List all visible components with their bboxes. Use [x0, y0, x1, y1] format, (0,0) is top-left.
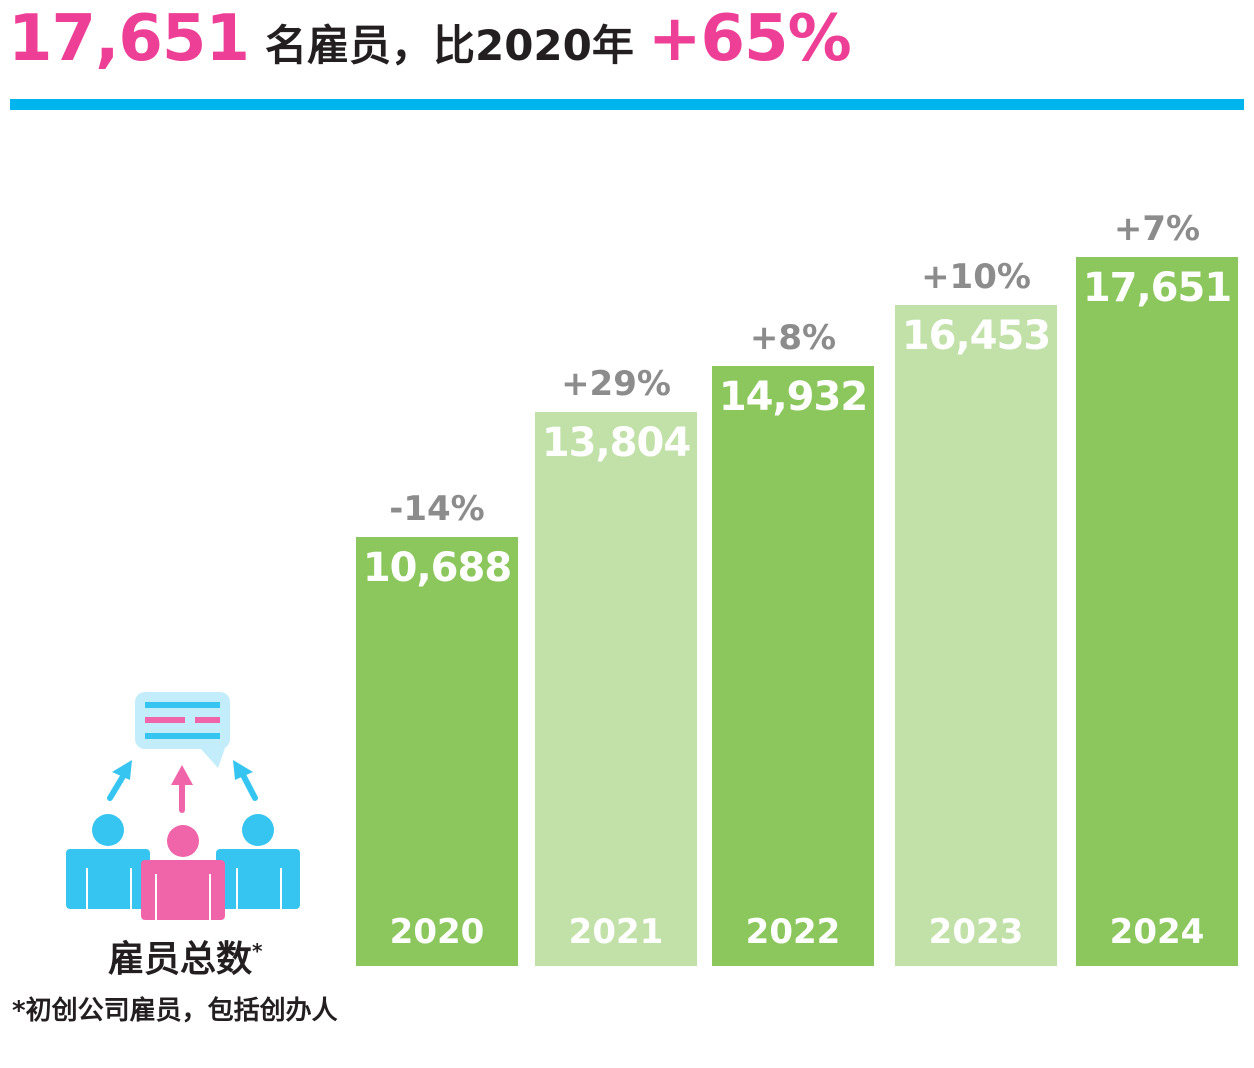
bar-value-label: 10,688	[362, 544, 512, 591]
bar-2021: 13,804 2021	[535, 411, 697, 966]
bar-value-label: 14,932	[718, 374, 868, 421]
bar-2022: 14,932 2022	[712, 366, 874, 966]
bar-change-label: +7%	[1113, 209, 1201, 249]
footnote: *初创公司雇员，包括创办人	[12, 996, 338, 1026]
bar-change-label: +8%	[749, 318, 837, 359]
divider	[10, 99, 1244, 110]
bar-year-label: 2020	[389, 911, 485, 952]
bar-value-label: 13,804	[541, 419, 691, 466]
chart-label-text: 雇员总数	[108, 939, 253, 980]
bar-2023: 16,453 2023	[895, 305, 1057, 966]
bar-change-label: +29%	[561, 363, 671, 404]
bar-value-label: 17,651	[1082, 265, 1232, 311]
bar-2024: 17,651 2024	[1076, 257, 1238, 966]
headline: 17,651 名雇员，比2020年 +65%	[8, 2, 852, 82]
bar-year-label: 2024	[1109, 912, 1205, 952]
bar-year-label: 2021	[568, 911, 664, 952]
bar-value-label: 16,453	[901, 313, 1051, 360]
bar-year-label: 2023	[928, 911, 1024, 952]
bar-change-label: -14%	[389, 488, 485, 529]
asterisk: *	[252, 939, 263, 963]
bar-year-label: 2022	[745, 911, 841, 952]
bar-2020: 10,688 2020	[356, 536, 518, 966]
headline-growth: +65%	[647, 2, 852, 76]
headline-total: 17,651	[8, 2, 250, 76]
employees-icon	[66, 692, 300, 920]
bar-change-label: +10%	[921, 257, 1031, 298]
chart-label: 雇员总数*	[108, 930, 262, 982]
headline-text: 名雇员，比2020年	[264, 21, 634, 70]
